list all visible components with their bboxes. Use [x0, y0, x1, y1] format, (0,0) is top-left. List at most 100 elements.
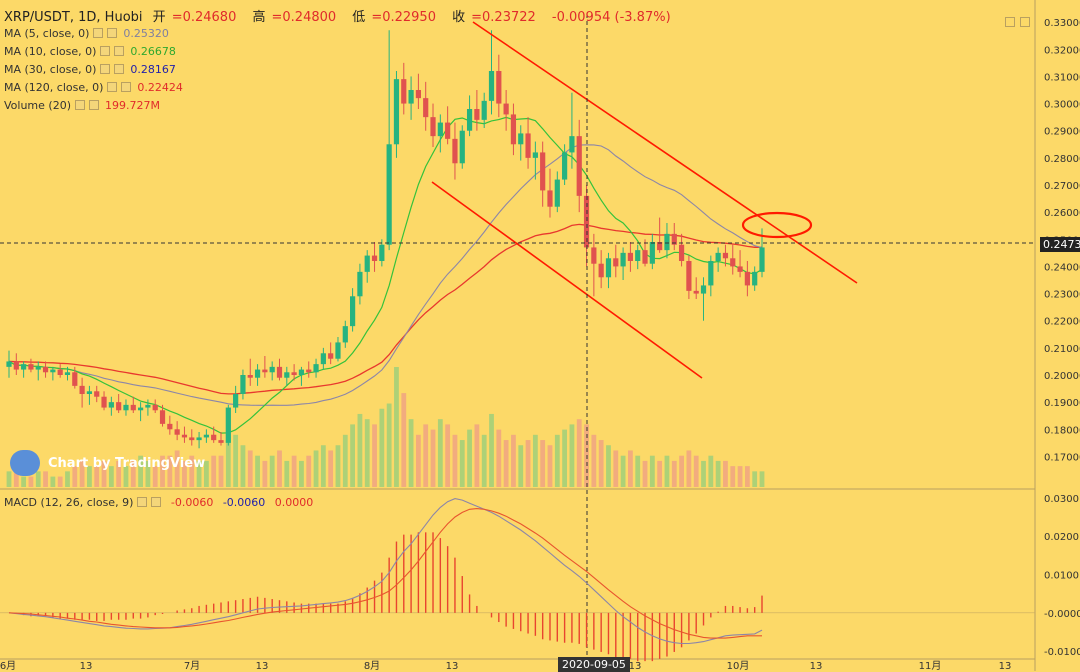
legend-volume[interactable]: Volume (20) 199.727M — [4, 99, 160, 112]
candle-body — [57, 369, 63, 375]
volume-bar — [306, 455, 312, 487]
tradingview-logo-icon — [10, 450, 40, 476]
volume-bar — [445, 424, 451, 487]
candle-body — [342, 326, 348, 343]
volume-bar — [715, 460, 721, 487]
volume-bar — [723, 460, 728, 487]
close-icon[interactable] — [107, 28, 118, 38]
candle-body — [35, 366, 41, 370]
candle-body — [562, 152, 568, 180]
volume-bar — [437, 419, 443, 487]
volume-bar — [452, 434, 458, 487]
candle-body — [174, 429, 180, 435]
volume-bar — [744, 466, 750, 487]
collapse-icon[interactable] — [1005, 17, 1015, 27]
volume-bar — [459, 440, 465, 487]
lower-trendline — [431, 181, 703, 379]
legend-ma30[interactable]: MA (30, close, 0) 0.28167 — [4, 63, 176, 76]
settings-icon[interactable] — [100, 64, 111, 74]
candle-body — [481, 100, 487, 120]
legend-ma120[interactable]: MA (120, close, 0) 0.22424 — [4, 81, 183, 94]
volume-bar — [620, 455, 626, 487]
volume-bar — [130, 460, 136, 487]
candle-body — [423, 98, 429, 118]
close-icon[interactable] — [151, 497, 162, 507]
candle-body — [591, 247, 597, 264]
candle-body — [247, 375, 253, 378]
candle-body — [79, 385, 85, 394]
volume-bars — [6, 367, 765, 487]
candle-body — [211, 434, 217, 441]
candle-body — [525, 133, 531, 158]
settings-icon[interactable] — [107, 82, 118, 92]
volume-bar — [87, 466, 92, 487]
x-tick-label: 13 — [629, 661, 642, 671]
candle-body — [189, 437, 195, 441]
settings-icon[interactable] — [100, 46, 111, 56]
volume-bar — [562, 429, 568, 487]
low-value: 低 =0.22950 — [352, 10, 436, 25]
volume-bar — [503, 440, 509, 487]
x-tick-label: 13 — [80, 661, 93, 671]
volume-bar — [693, 455, 699, 487]
candle-body — [657, 242, 663, 251]
volume-bar — [759, 471, 765, 487]
volume-bar — [6, 471, 12, 487]
candle-body — [722, 252, 729, 259]
candle-body — [664, 233, 670, 251]
candle-body — [686, 261, 692, 291]
candles[interactable] — [6, 30, 765, 449]
volume-bar — [284, 460, 290, 487]
volume-bar — [481, 434, 487, 487]
volume-bar — [649, 455, 655, 487]
candle-body — [262, 369, 268, 373]
candle-body — [364, 255, 370, 272]
candle-body — [445, 122, 451, 139]
candle-body — [466, 109, 473, 131]
ma120-line — [8, 223, 762, 395]
candle-body — [298, 369, 305, 375]
volume-bar — [203, 460, 209, 487]
volume-bar — [28, 476, 34, 487]
candle-body — [671, 233, 677, 245]
candle-body — [393, 79, 400, 145]
volume-bar — [247, 450, 253, 487]
candle-body — [752, 271, 758, 286]
expand-icon[interactable] — [1020, 17, 1030, 27]
candle-body — [474, 109, 480, 120]
volume-bar — [467, 429, 472, 487]
close-icon[interactable] — [114, 46, 125, 56]
volume-bar — [496, 429, 502, 487]
tradingview-watermark[interactable]: Chart by TradingView — [10, 450, 205, 476]
close-icon[interactable] — [121, 82, 132, 92]
legend-macd[interactable]: MACD (12, 26, close, 9) -0.0060 -0.0060 … — [4, 496, 314, 509]
legend-ma5[interactable]: MA (5, close, 0) 0.25320 — [4, 27, 169, 40]
close-icon[interactable] — [89, 100, 99, 110]
macd-line — [8, 498, 763, 645]
settings-icon[interactable] — [93, 28, 104, 38]
settings-icon[interactable] — [75, 100, 85, 110]
close-value: 收 =0.23722 — [452, 10, 536, 25]
macd-tick-label: -0.0100 — [1044, 647, 1080, 658]
close-icon[interactable] — [114, 64, 125, 74]
macd-tick-label: 0.0100 — [1044, 571, 1079, 582]
candle-body — [693, 290, 699, 294]
candle-body — [203, 434, 209, 438]
volume-bar — [598, 440, 604, 487]
moving-averages — [8, 116, 763, 434]
candle-body — [386, 144, 392, 245]
settings-icon[interactable] — [137, 497, 148, 507]
legend-ma10[interactable]: MA (10, close, 0) 0.26678 — [4, 45, 176, 58]
volume-bar — [642, 460, 648, 487]
volume-bar — [569, 424, 575, 487]
candle-body — [569, 136, 575, 153]
volume-bar — [547, 445, 553, 487]
